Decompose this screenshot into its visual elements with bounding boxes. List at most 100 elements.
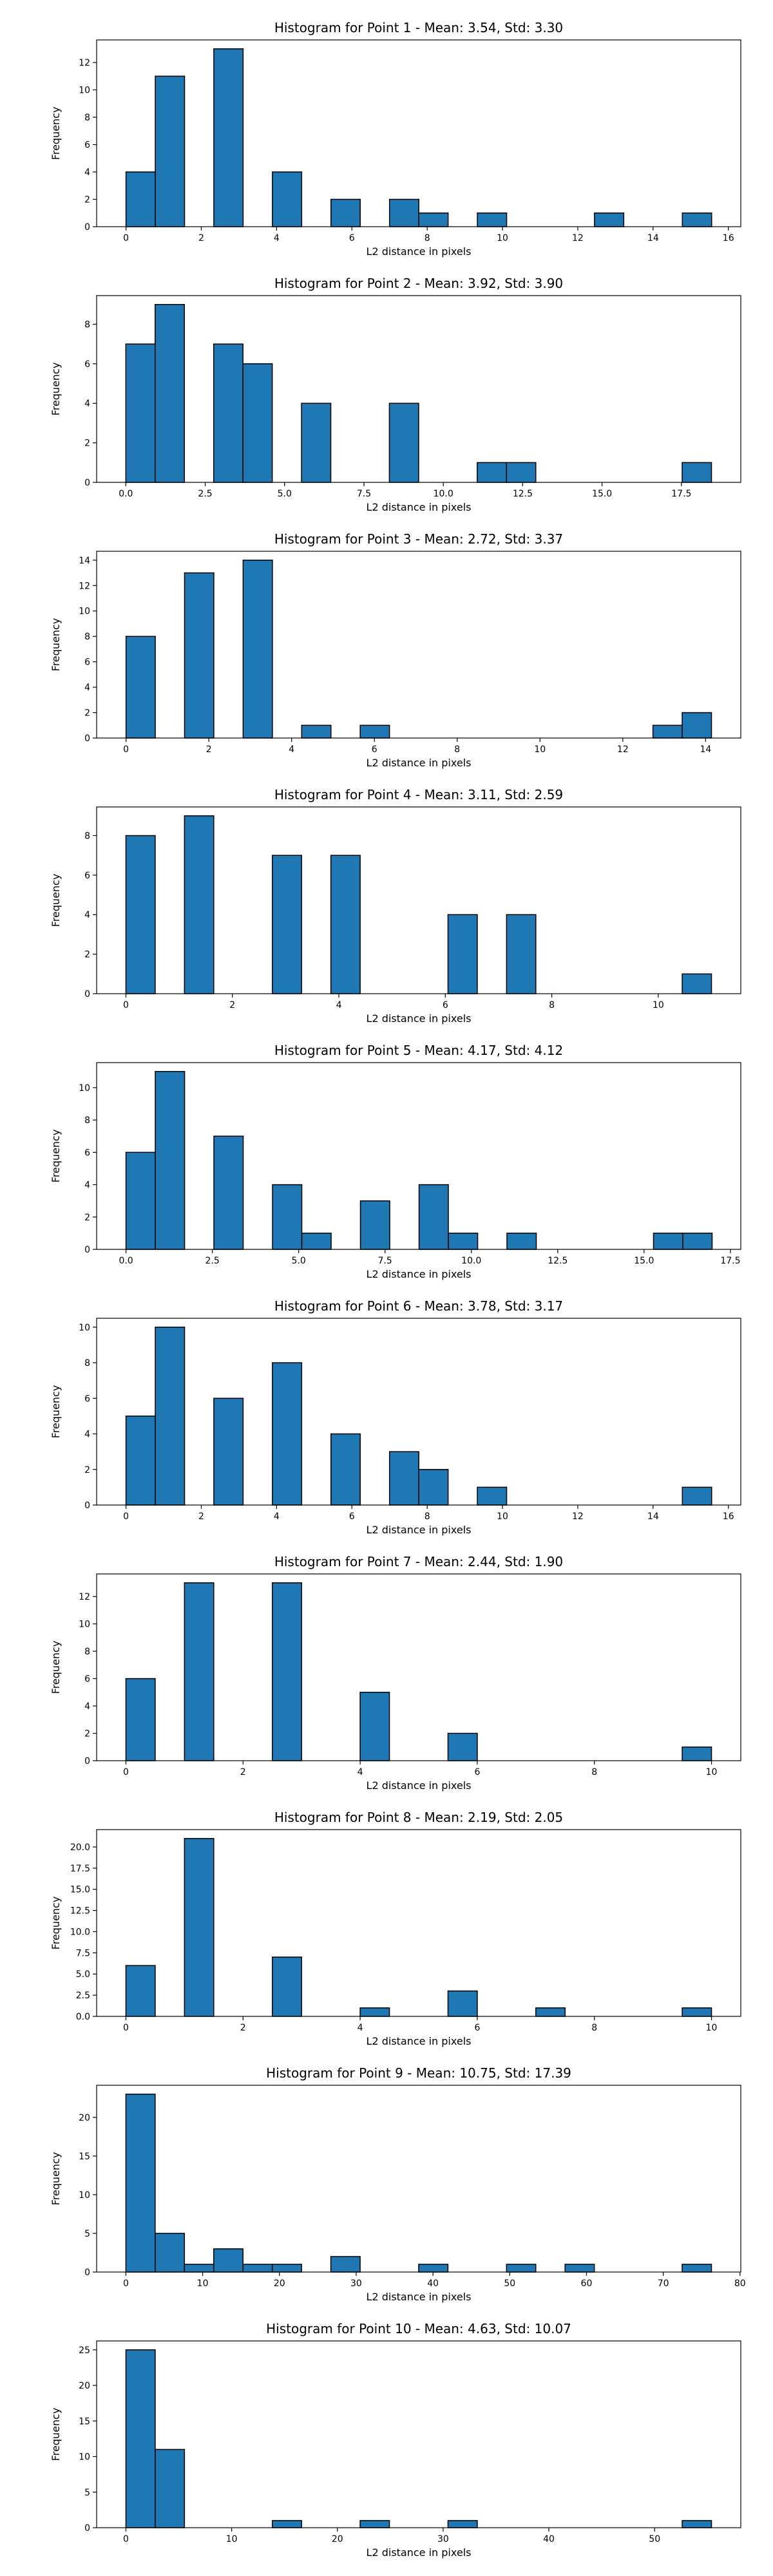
y-tick-label: 2 bbox=[84, 708, 90, 719]
histogram-bar bbox=[125, 2349, 156, 2528]
x-tick-label: 6 bbox=[474, 1767, 480, 1777]
y-tick-label: 15 bbox=[79, 2416, 90, 2427]
x-tick-label: 15.0 bbox=[634, 1256, 654, 1266]
x-tick-label: 2 bbox=[198, 1511, 204, 1522]
histogram-bar bbox=[506, 1233, 537, 1250]
histogram-bar bbox=[682, 213, 712, 227]
y-tick-label: 0 bbox=[84, 478, 90, 488]
histogram-bar bbox=[125, 1151, 156, 1250]
histogram-bar bbox=[594, 213, 625, 227]
y-tick-label: 6 bbox=[84, 1148, 90, 1158]
histogram-bar bbox=[301, 1233, 332, 1250]
histogram-bar bbox=[155, 1071, 186, 1250]
y-tick-label: 0 bbox=[84, 1756, 90, 1766]
y-tick-label: 5.0 bbox=[76, 1969, 90, 1980]
histogram-bar bbox=[447, 1732, 478, 1761]
x-tick-label: 2 bbox=[240, 2023, 246, 2033]
histogram-bar bbox=[682, 462, 712, 483]
histogram-bar bbox=[653, 1233, 683, 1250]
x-tick-label: 4 bbox=[336, 1000, 342, 1010]
x-tick-label: 0.0 bbox=[119, 489, 133, 499]
x-tick-label: 30 bbox=[437, 2534, 449, 2544]
y-tick-label: 15.0 bbox=[70, 1885, 90, 1895]
histogram-panel-2: Histogram for Point 2 - Mean: 3.92, Std:… bbox=[50, 276, 741, 513]
x-tick-label: 10 bbox=[226, 2534, 238, 2544]
histogram-bar bbox=[359, 1200, 390, 1250]
x-tick-label: 6 bbox=[349, 1511, 355, 1522]
y-tick-label: 2 bbox=[84, 1465, 90, 1475]
y-tick-label: 12.5 bbox=[70, 1906, 90, 1917]
y-tick-label: 8 bbox=[84, 319, 90, 330]
x-tick-label: 2.5 bbox=[198, 489, 212, 499]
histogram-bar bbox=[301, 724, 332, 739]
y-axis-label: Frequency bbox=[50, 107, 62, 160]
bars bbox=[125, 304, 712, 483]
histogram-panel-8: Histogram for Point 8 - Mean: 2.19, Std:… bbox=[50, 1810, 741, 2047]
y-tick-label: 2 bbox=[84, 439, 90, 449]
y-axis-label: Frequency bbox=[50, 2408, 62, 2461]
histogram-bar bbox=[418, 1184, 449, 1250]
chart-title: Histogram for Point 3 - Mean: 2.72, Std:… bbox=[274, 531, 563, 547]
x-tick-label: 4 bbox=[289, 744, 294, 755]
histogram-bar bbox=[213, 48, 244, 227]
y-tick-label: 4 bbox=[84, 683, 90, 693]
x-tick-label: 6 bbox=[349, 233, 355, 243]
x-tick-label: 10 bbox=[706, 2023, 718, 2033]
x-tick-label: 14 bbox=[647, 233, 659, 243]
y-tick-label: 6 bbox=[84, 658, 90, 668]
histogram-bar bbox=[184, 1838, 215, 2017]
x-tick-label: 50 bbox=[649, 2534, 660, 2544]
histogram-bar bbox=[652, 724, 683, 739]
x-tick-label: 0.0 bbox=[119, 1256, 133, 1266]
histogram-bar bbox=[125, 343, 156, 483]
x-tick-label: 10 bbox=[197, 2278, 209, 2289]
y-axis-label: Frequency bbox=[50, 363, 62, 416]
x-tick-label: 12 bbox=[617, 744, 629, 755]
histogram-bar bbox=[447, 914, 478, 994]
histogram-bar bbox=[271, 2264, 302, 2273]
x-tick-label: 8 bbox=[425, 1511, 430, 1522]
histogram-bar bbox=[301, 402, 332, 483]
histogram-bar bbox=[535, 2007, 566, 2017]
x-tick-label: 6 bbox=[372, 744, 377, 755]
bars bbox=[125, 1582, 712, 1761]
histogram-panel-7: Histogram for Point 7 - Mean: 2.44, Std:… bbox=[50, 1554, 741, 1792]
x-tick-label: 0 bbox=[123, 2023, 129, 2033]
histogram-bar bbox=[359, 2007, 390, 2017]
chart-title: Histogram for Point 8 - Mean: 2.19, Std:… bbox=[274, 1810, 563, 1825]
x-axis-label: L2 distance in pixels bbox=[367, 501, 472, 513]
y-tick-label: 2 bbox=[84, 950, 90, 960]
y-tick-label: 8 bbox=[84, 1358, 90, 1368]
y-tick-label: 10 bbox=[79, 2452, 90, 2463]
y-tick-label: 4 bbox=[84, 1430, 90, 1440]
x-tick-label: 0 bbox=[123, 2278, 129, 2289]
histogram-bar bbox=[506, 462, 537, 483]
histogram-bar bbox=[682, 1486, 712, 1506]
histogram-bar bbox=[477, 1486, 508, 1506]
histogram-bar bbox=[682, 2520, 712, 2528]
x-tick-label: 8 bbox=[425, 233, 430, 243]
x-tick-label: 50 bbox=[504, 2278, 515, 2289]
y-tick-label: 2 bbox=[84, 195, 90, 205]
axes-frame bbox=[96, 551, 741, 739]
y-tick-label: 8 bbox=[84, 831, 90, 841]
y-tick-label: 0 bbox=[84, 222, 90, 232]
histogram-bar bbox=[125, 171, 156, 227]
y-tick-label: 8 bbox=[84, 1115, 90, 1126]
x-tick-label: 8 bbox=[591, 2023, 597, 2033]
y-tick-label: 12 bbox=[79, 581, 90, 591]
x-tick-label: 2 bbox=[229, 1000, 235, 1010]
y-tick-label: 12 bbox=[79, 58, 90, 68]
x-tick-label: 2 bbox=[240, 1767, 246, 1777]
x-tick-label: 4 bbox=[358, 1767, 363, 1777]
chart-title: Histogram for Point 5 - Mean: 4.17, Std:… bbox=[274, 1043, 563, 1058]
histogram-bar bbox=[418, 2264, 449, 2273]
histogram-bar bbox=[359, 1692, 390, 1761]
y-axis-label: Frequency bbox=[50, 2152, 62, 2206]
x-axis-label: L2 distance in pixels bbox=[367, 1779, 472, 1792]
histogram-panel-10: Histogram for Point 10 - Mean: 4.63, Std… bbox=[50, 2321, 741, 2559]
x-tick-label: 7.5 bbox=[357, 489, 371, 499]
histogram-bar bbox=[242, 2264, 273, 2273]
chart-title: Histogram for Point 9 - Mean: 10.75, Std… bbox=[266, 2065, 571, 2081]
y-tick-label: 7.5 bbox=[76, 1948, 90, 1958]
